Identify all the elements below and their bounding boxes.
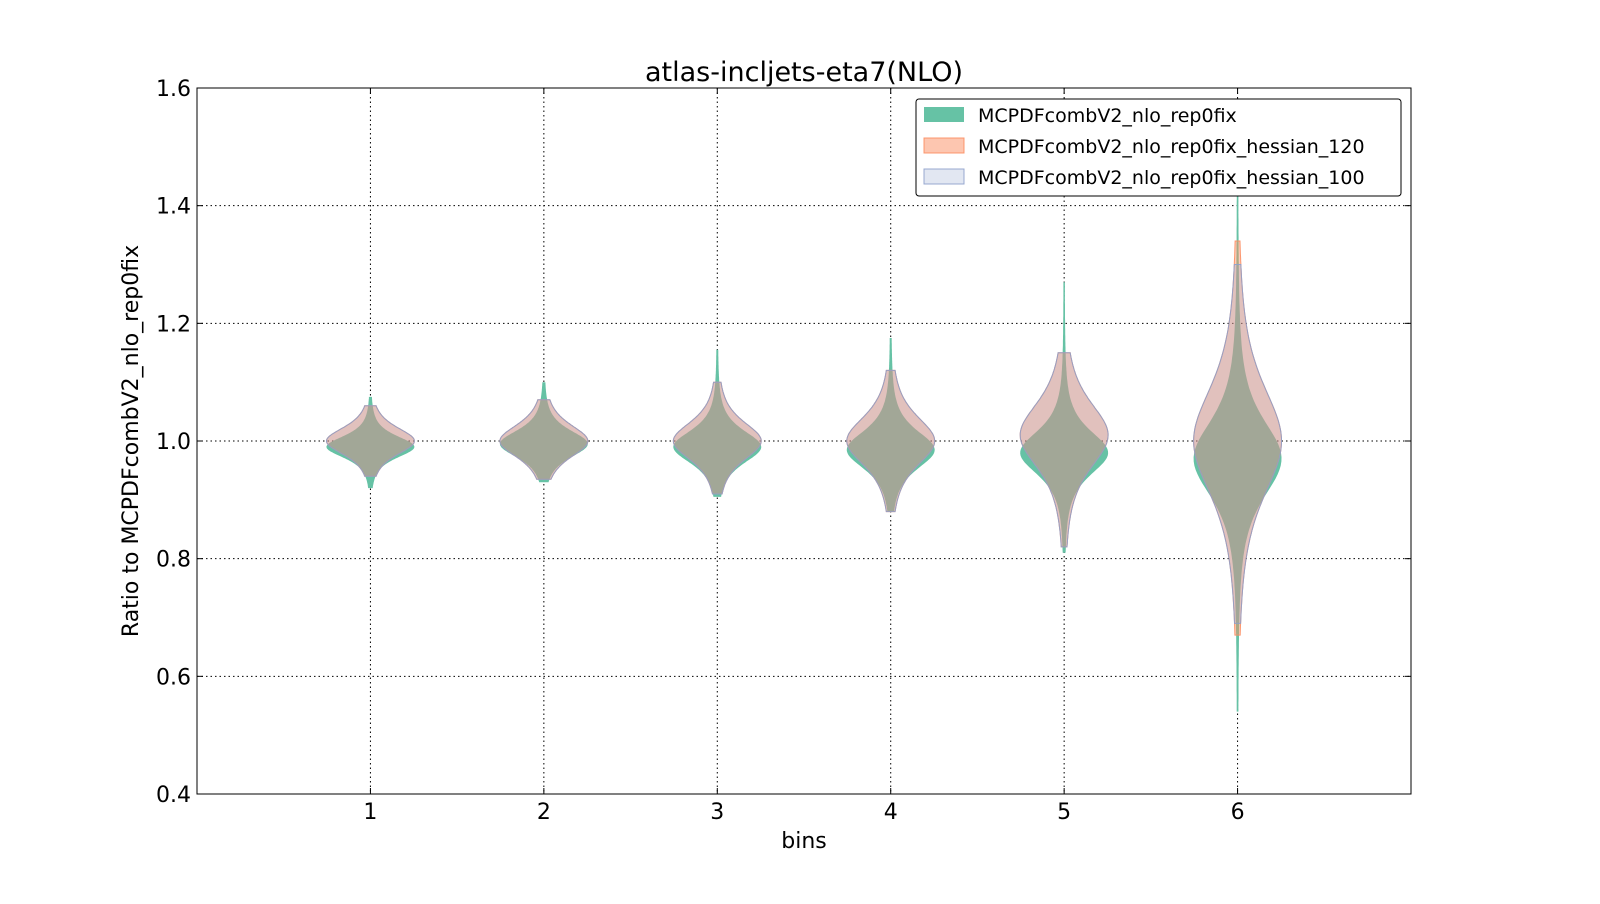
violin-3-bin-3 — [672, 381, 762, 495]
violin-1-bin-5 — [1020, 282, 1109, 553]
x-tick-label: 2 — [537, 800, 551, 825]
y-tick-label: 1.2 — [156, 312, 191, 337]
y-tick-label: 1.4 — [156, 195, 191, 220]
violin-1-bin-6 — [1193, 193, 1282, 712]
x-tick-label: 4 — [884, 800, 898, 825]
legend: MCPDFcombV2_nlo_rep0fix MCPDFcombV2_nlo_r… — [915, 98, 1402, 197]
y-tick-label: 1.0 — [156, 430, 191, 455]
legend-frame — [915, 98, 1402, 197]
legend-swatch — [924, 107, 964, 122]
violin-1-bin-2 — [499, 382, 588, 483]
violin-3-bin-4 — [846, 369, 936, 513]
y-tick-label: 0.6 — [156, 665, 191, 690]
ticks: 1 2 3 4 5 6 0.4 0.6 0.8 1.0 1.2 1.4 1.6 — [156, 77, 1411, 825]
legend-label: MCPDFcombV2_nlo_rep0fix — [978, 105, 1237, 127]
violin-3-bin-6 — [1193, 264, 1282, 624]
legend-label: MCPDFcombV2_nlo_rep0fix_hessian_100 — [978, 167, 1365, 189]
chart-title: atlas-incljets-eta7(NLO) — [645, 57, 963, 88]
x-tick-label: 1 — [363, 800, 377, 825]
x-tick-label: 3 — [710, 800, 724, 825]
violin-3-bin-1 — [326, 405, 415, 477]
legend-swatch — [923, 168, 965, 185]
x-tick-label: 6 — [1231, 800, 1245, 825]
y-tick-label: 0.8 — [156, 548, 191, 573]
violin-1-bin-3 — [673, 349, 762, 497]
y-tick-label: 1.6 — [156, 77, 191, 102]
y-tick-label: 0.4 — [156, 783, 191, 808]
x-axis-label: bins — [781, 829, 826, 854]
y-axis-label: Ratio to MCPDFcombV2_nlo_rep0fix — [119, 245, 144, 637]
violin-3-bin-2 — [499, 399, 589, 480]
violin-3-bin-5 — [1019, 352, 1109, 548]
legend-swatch — [923, 137, 965, 154]
x-tick-label: 5 — [1057, 800, 1071, 825]
violin-1-bin-1 — [326, 396, 415, 489]
legend-label: MCPDFcombV2_nlo_rep0fix_hessian_120 — [978, 136, 1365, 158]
violin-1-bin-4 — [846, 338, 935, 512]
violins — [326, 193, 1282, 712]
